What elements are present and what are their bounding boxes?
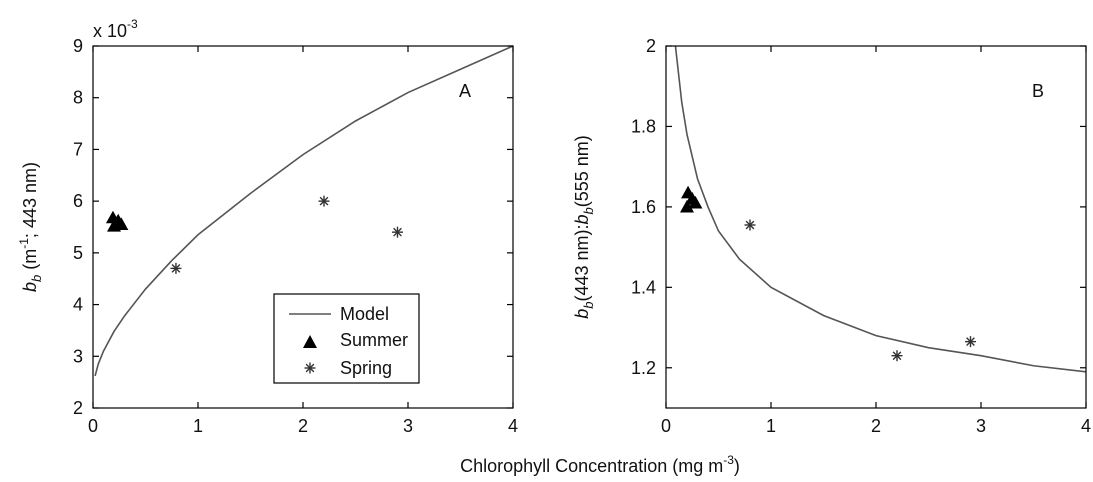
y-tick-label: 7 (73, 139, 83, 159)
legend-box (273, 293, 420, 384)
legend-spring-label: Spring (340, 358, 392, 378)
x-axis-label: Chlorophyll Concentration (mg m-3) (460, 453, 740, 476)
spring-point (392, 226, 403, 238)
spring-point (170, 262, 182, 274)
y-tick-label: 5 (73, 243, 83, 263)
panel-b-axes-box (665, 45, 1087, 409)
legend-summer-label: Summer (340, 330, 408, 350)
x-tick-label: 1 (193, 416, 203, 436)
legend-spring-marker (304, 362, 316, 374)
x-tick-label: 0 (661, 416, 671, 436)
panel-b: 0 1 2 3 4 1.2 1.4 1.6 1.8 2 B bb(443 nm):bb(555 n… (572, 36, 1091, 436)
panel-a-y-multiplier: x 10-3 (93, 17, 138, 41)
y-tick-label: 2 (646, 36, 656, 56)
panel-b-marks (674, 45, 1087, 373)
summer-point (688, 195, 703, 209)
summer-point (114, 217, 129, 231)
x-tick-label: 3 (976, 416, 986, 436)
spring-point (744, 219, 756, 231)
x-tick-label: 4 (508, 416, 518, 436)
panel-b-label: B (1032, 81, 1044, 101)
legend-spring-swatch (304, 362, 316, 374)
y-tick-label: 8 (73, 88, 83, 108)
panel-a-marks (94, 45, 514, 377)
panel-b-y-axis-label: bb(443 nm):bb(555 nm) (572, 135, 596, 319)
x-tick-label: 4 (1081, 416, 1091, 436)
x-tick-label: 1 (766, 416, 776, 436)
y-tick-label: 6 (73, 191, 83, 211)
y-tick-label: 2 (73, 398, 83, 418)
spring-point (318, 195, 330, 207)
model-curve (674, 45, 1087, 373)
x-tick-label: 3 (403, 416, 413, 436)
panel-a-label: A (459, 81, 471, 101)
summer-point (680, 199, 694, 213)
panel-a-ticks: 0 1 2 3 4 2 3 4 5 6 7 8 9 (73, 36, 518, 436)
y-tick-label: 3 (73, 346, 83, 366)
y-tick-label: 4 (73, 295, 83, 315)
x-tick-label: 0 (88, 416, 98, 436)
y-tick-label: 1.8 (631, 116, 656, 136)
panel-b-ticks: 0 1 2 3 4 1.2 1.4 1.6 1.8 2 (631, 36, 1091, 436)
legend-model-label: Model (340, 304, 389, 324)
legend: Model Summer Spring (273, 293, 420, 384)
model-curve (94, 45, 514, 377)
x-tick-label: 2 (871, 416, 881, 436)
legend-summer-swatch (303, 335, 317, 348)
x-tick-label: 2 (298, 416, 308, 436)
y-tick-label: 1.2 (631, 358, 656, 378)
y-tick-label: 1.6 (631, 197, 656, 217)
spring-point (891, 350, 903, 362)
spring-point (965, 336, 976, 348)
y-tick-label: 9 (73, 36, 83, 56)
y-tick-label: 1.4 (631, 277, 656, 297)
panel-a-y-axis-label: bb (m-1; 443 nm) (17, 162, 44, 292)
